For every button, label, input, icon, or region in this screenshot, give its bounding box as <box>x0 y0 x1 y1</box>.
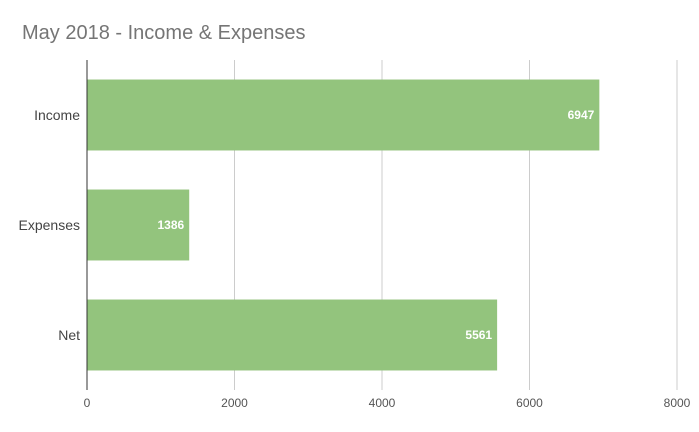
x-tick-label: 0 <box>84 396 91 410</box>
category-label: Income <box>34 107 80 123</box>
bar-net <box>87 299 498 371</box>
data-label: 6947 <box>568 108 595 122</box>
x-tick-label: 4000 <box>369 396 396 410</box>
data-label: 5561 <box>465 328 492 342</box>
category-label: Net <box>58 327 80 343</box>
bar-expenses <box>87 189 190 261</box>
bar-income <box>87 79 600 151</box>
x-tick-label: 6000 <box>516 396 543 410</box>
data-label: 1386 <box>158 218 185 232</box>
x-tick-label: 8000 <box>664 396 691 410</box>
category-label: Expenses <box>19 217 80 233</box>
chart-title: May 2018 - Income & Expenses <box>22 22 306 44</box>
x-tick-label: 2000 <box>221 396 248 410</box>
